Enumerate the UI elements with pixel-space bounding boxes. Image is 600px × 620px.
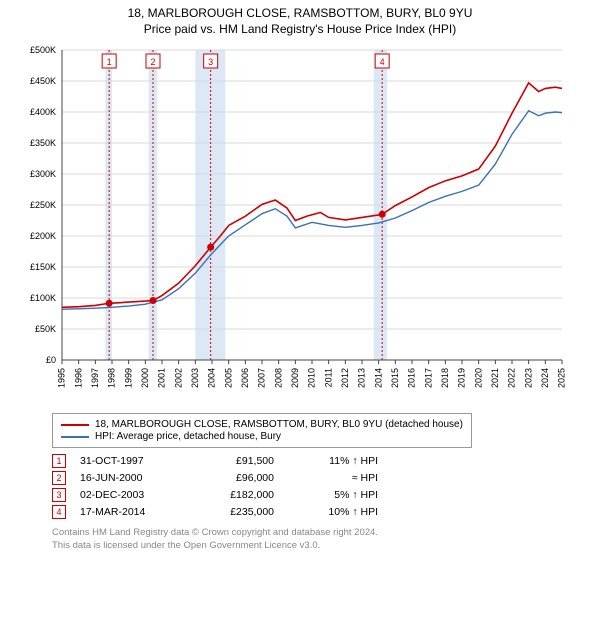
svg-text:1998: 1998 [107, 368, 117, 388]
svg-text:2010: 2010 [307, 368, 317, 388]
svg-text:£50K: £50K [35, 324, 56, 334]
sale-pct: 11% ↑ HPI [288, 455, 378, 467]
sale-pct: ≈ HPI [288, 472, 378, 484]
sale-marker-icon: 1 [52, 454, 66, 468]
sale-price: £96,000 [204, 472, 274, 484]
footnote-line-2: This data is licensed under the Open Gov… [52, 540, 588, 553]
svg-text:£250K: £250K [30, 200, 56, 210]
svg-text:2003: 2003 [190, 368, 200, 388]
legend: 18, MARLBOROUGH CLOSE, RAMSBOTTOM, BURY,… [52, 413, 472, 448]
svg-text:4: 4 [380, 57, 385, 67]
legend-label-1: 18, MARLBOROUGH CLOSE, RAMSBOTTOM, BURY,… [95, 419, 463, 430]
sale-price: £235,000 [204, 506, 274, 518]
svg-text:2020: 2020 [473, 368, 483, 388]
sale-pct: 10% ↑ HPI [288, 506, 378, 518]
sale-marker-icon: 3 [52, 488, 66, 502]
sales-row: 1 31-OCT-1997 £91,500 11% ↑ HPI [52, 454, 588, 468]
title-subtitle: Price paid vs. HM Land Registry's House … [12, 22, 588, 36]
sale-price: £182,000 [204, 489, 274, 501]
svg-text:1999: 1999 [123, 368, 133, 388]
legend-label-2: HPI: Average price, detached house, Bury [95, 431, 281, 442]
footnote-line-1: Contains HM Land Registry data © Crown c… [52, 527, 588, 540]
svg-text:2018: 2018 [440, 368, 450, 388]
svg-text:2023: 2023 [523, 368, 533, 388]
sale-marker-icon: 2 [52, 471, 66, 485]
svg-text:1995: 1995 [57, 368, 67, 388]
sale-date: 17-MAR-2014 [80, 506, 190, 518]
svg-text:£0: £0 [46, 355, 56, 365]
svg-text:2012: 2012 [340, 368, 350, 388]
sale-pct: 5% ↑ HPI [288, 489, 378, 501]
svg-text:2008: 2008 [273, 368, 283, 388]
svg-text:2006: 2006 [240, 368, 250, 388]
footnote: Contains HM Land Registry data © Crown c… [52, 527, 588, 553]
svg-text:£100K: £100K [30, 293, 56, 303]
svg-text:2016: 2016 [407, 368, 417, 388]
svg-text:£400K: £400K [30, 107, 56, 117]
sale-date: 02-DEC-2003 [80, 489, 190, 501]
sale-marker-icon: 4 [52, 505, 66, 519]
legend-row-2: HPI: Average price, detached house, Bury [61, 431, 463, 442]
svg-text:2011: 2011 [323, 368, 333, 387]
sale-date: 31-OCT-1997 [80, 455, 190, 467]
sale-price: £91,500 [204, 455, 274, 467]
legend-row-1: 18, MARLBOROUGH CLOSE, RAMSBOTTOM, BURY,… [61, 419, 463, 430]
svg-text:2017: 2017 [423, 368, 433, 388]
svg-text:1996: 1996 [73, 368, 83, 388]
svg-text:2005: 2005 [223, 368, 233, 388]
svg-text:2014: 2014 [373, 368, 383, 388]
svg-text:2007: 2007 [257, 368, 267, 388]
chart-container: 18, MARLBOROUGH CLOSE, RAMSBOTTOM, BURY,… [0, 0, 600, 561]
svg-text:2009: 2009 [290, 368, 300, 388]
svg-text:2019: 2019 [457, 368, 467, 388]
svg-text:3: 3 [208, 57, 213, 67]
sales-table: 1 31-OCT-1997 £91,500 11% ↑ HPI 2 16-JUN-2000… [52, 454, 588, 519]
chart-svg: £0 £50K £100K £150K £200K £250K £300K £350K £400… [12, 40, 572, 400]
sales-row: 4 17-MAR-2014 £235,000 10% ↑ HPI [52, 505, 588, 519]
sales-row: 2 16-JUN-2000 £96,000 ≈ HPI [52, 471, 588, 485]
svg-text:£150K: £150K [30, 262, 56, 272]
svg-text:£300K: £300K [30, 169, 56, 179]
legend-swatch-2 [61, 436, 89, 438]
svg-text:2013: 2013 [357, 368, 367, 388]
svg-text:2021: 2021 [490, 368, 500, 388]
svg-text:£500K: £500K [30, 45, 56, 55]
svg-text:1: 1 [107, 57, 112, 67]
title-block: 18, MARLBOROUGH CLOSE, RAMSBOTTOM, BURY,… [12, 6, 588, 36]
svg-text:2024: 2024 [540, 368, 550, 388]
sale-date: 16-JUN-2000 [80, 472, 190, 484]
svg-text:2000: 2000 [140, 368, 150, 388]
svg-text:1997: 1997 [90, 368, 100, 388]
chart: £0 £50K £100K £150K £200K £250K £300K £350K £400… [12, 40, 588, 405]
svg-text:£200K: £200K [30, 231, 56, 241]
title-address: 18, MARLBOROUGH CLOSE, RAMSBOTTOM, BURY,… [12, 6, 588, 20]
svg-text:2004: 2004 [207, 368, 217, 388]
sales-row: 3 02-DEC-2003 £182,000 5% ↑ HPI [52, 488, 588, 502]
svg-text:2002: 2002 [173, 368, 183, 388]
svg-text:2001: 2001 [157, 368, 167, 388]
svg-text:2025: 2025 [557, 368, 567, 388]
svg-text:2: 2 [150, 57, 155, 67]
svg-text:£350K: £350K [30, 138, 56, 148]
svg-text:2015: 2015 [390, 368, 400, 388]
svg-text:2022: 2022 [507, 368, 517, 388]
svg-text:£450K: £450K [30, 76, 56, 86]
legend-swatch-1 [61, 424, 89, 426]
